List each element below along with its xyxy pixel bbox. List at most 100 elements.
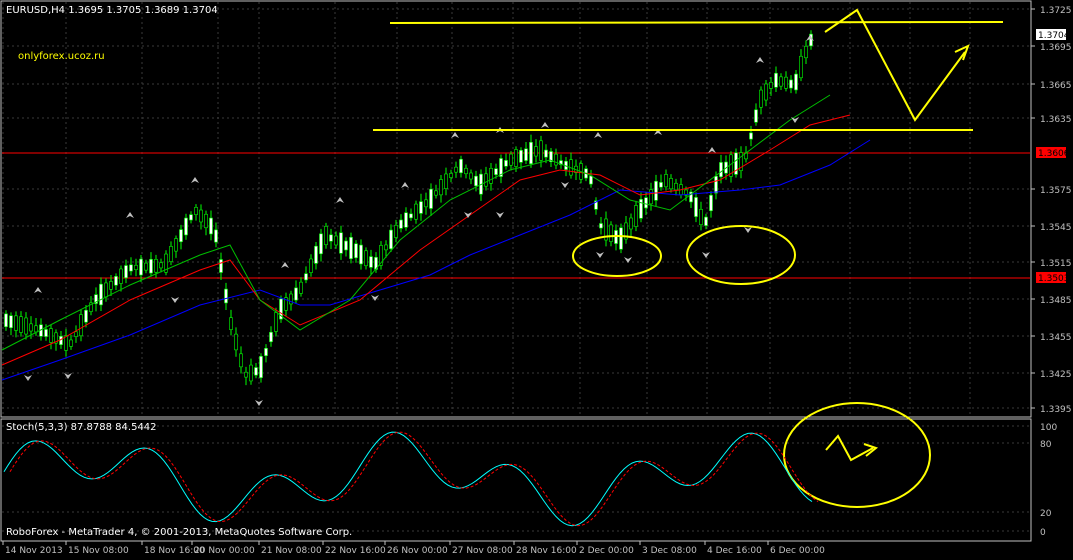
forecast-path[interactable] bbox=[824, 8, 966, 122]
candle-body bbox=[789, 79, 793, 89]
fractal-down-arrow bbox=[596, 252, 604, 258]
price-tick-label: 1.3635 bbox=[1040, 115, 1072, 125]
candle-body bbox=[44, 329, 48, 337]
candle-body bbox=[399, 219, 403, 229]
candle-body bbox=[619, 227, 623, 250]
copyright-text: RoboForex - MetaTrader 4, © 2001-2013, M… bbox=[6, 527, 352, 538]
time-tick-label: 6 Dec 00:00 bbox=[770, 546, 825, 556]
candle-body bbox=[774, 72, 778, 88]
resistance-annotation-line[interactable] bbox=[389, 21, 1004, 24]
candle-body bbox=[104, 282, 108, 298]
price-tick-label: 1.3545 bbox=[1040, 223, 1072, 233]
grid bbox=[2, 2, 1030, 532]
support-price-tag bbox=[1036, 272, 1066, 283]
candle-body bbox=[539, 140, 543, 161]
stochastic-ellipse[interactable] bbox=[783, 402, 931, 508]
stoch-main-line bbox=[3, 431, 813, 527]
candle-body bbox=[589, 175, 593, 185]
candle-body bbox=[274, 312, 278, 332]
candle-body bbox=[174, 238, 178, 252]
time-tick-label: 2 Dec 00:00 bbox=[579, 546, 634, 556]
fractal-up-arrow bbox=[756, 57, 764, 63]
candle-body bbox=[289, 293, 293, 305]
resistance-price-tag bbox=[1036, 147, 1066, 158]
fractal-up-arrow bbox=[191, 177, 199, 183]
candle-body bbox=[199, 209, 203, 223]
candle-body bbox=[269, 331, 273, 343]
price-tick-label: 1.3665 bbox=[1040, 81, 1072, 91]
moving-averages bbox=[1, 94, 871, 381]
price-axis[interactable]: 1.3725 1.3695 1.3665 1.3635 1.3575 1.3545 1.35… bbox=[1031, 6, 1072, 415]
time-tick-label: 27 Nov 08:00 bbox=[452, 546, 513, 556]
candle-body bbox=[254, 367, 258, 376]
candle-body bbox=[299, 281, 303, 294]
candle-body bbox=[344, 240, 348, 251]
candle-body bbox=[139, 258, 143, 276]
candle-body bbox=[169, 246, 173, 262]
stoch-level-label: 0 bbox=[1040, 528, 1046, 538]
stoch-level-label: 80 bbox=[1040, 440, 1052, 450]
candle-body bbox=[49, 328, 53, 343]
fractal-up-arrow bbox=[451, 132, 459, 138]
candle-body bbox=[369, 256, 373, 268]
fractal-down-arrow bbox=[24, 375, 32, 381]
candle-body bbox=[339, 232, 343, 254]
candle-body bbox=[69, 339, 73, 347]
candle-body bbox=[354, 243, 358, 259]
candle-body bbox=[149, 259, 153, 274]
fractal-up-arrow bbox=[654, 129, 662, 135]
candle-body bbox=[4, 313, 8, 327]
candle-body bbox=[454, 166, 458, 173]
price-tick-label: 1.3395 bbox=[1040, 405, 1072, 415]
candle-body bbox=[224, 288, 228, 304]
candle-body bbox=[349, 237, 353, 259]
candle-body bbox=[554, 153, 558, 166]
current-price-label: 1.3704 bbox=[1038, 31, 1070, 41]
candle-body bbox=[24, 317, 28, 335]
candle-body bbox=[624, 222, 628, 240]
watermark-text: onlyforex.ucoz.ru bbox=[18, 51, 105, 62]
candle-body bbox=[404, 212, 408, 228]
candle-body bbox=[749, 132, 753, 140]
current-price-tag bbox=[1036, 29, 1066, 40]
candle-body bbox=[214, 229, 218, 243]
candle-body bbox=[124, 265, 128, 279]
candle-body bbox=[754, 109, 758, 123]
fractal-down-arrow bbox=[371, 295, 379, 301]
candle-body bbox=[524, 148, 528, 161]
candle-body bbox=[249, 364, 253, 382]
time-tick-label: 28 Nov 16:00 bbox=[516, 546, 577, 556]
time-tick-label: 26 Nov 00:00 bbox=[387, 546, 448, 556]
candle-body bbox=[14, 315, 18, 331]
stochastic-lines bbox=[3, 431, 819, 527]
candle-body bbox=[19, 316, 23, 333]
candle-body bbox=[394, 224, 398, 238]
candle-body bbox=[359, 244, 363, 265]
candle-body bbox=[159, 262, 163, 269]
candle-body bbox=[74, 331, 78, 337]
candle-body bbox=[504, 160, 508, 167]
candle-body bbox=[194, 207, 198, 215]
candle-body bbox=[419, 201, 423, 214]
time-tick-label: 21 Nov 08:00 bbox=[261, 546, 322, 556]
stochastic-forecast[interactable] bbox=[825, 434, 874, 462]
double-bottom-ellipse-1[interactable] bbox=[572, 235, 662, 277]
candle-body bbox=[129, 264, 133, 272]
candle-body bbox=[804, 45, 808, 59]
candle-body bbox=[519, 150, 523, 163]
user-annotations[interactable] bbox=[373, 8, 1004, 508]
candle-body bbox=[294, 287, 298, 301]
candle-body bbox=[429, 188, 433, 209]
candle-body bbox=[304, 273, 308, 281]
candle-body bbox=[489, 167, 493, 184]
candle-body bbox=[469, 172, 473, 180]
candle-body bbox=[99, 283, 103, 306]
candle-body bbox=[799, 55, 803, 79]
candle-body bbox=[84, 309, 88, 323]
candle-body bbox=[324, 225, 328, 246]
price-tick-label: 1.3485 bbox=[1040, 296, 1072, 306]
candle-body bbox=[709, 194, 713, 212]
double-bottom-ellipse-2[interactable] bbox=[686, 225, 796, 285]
